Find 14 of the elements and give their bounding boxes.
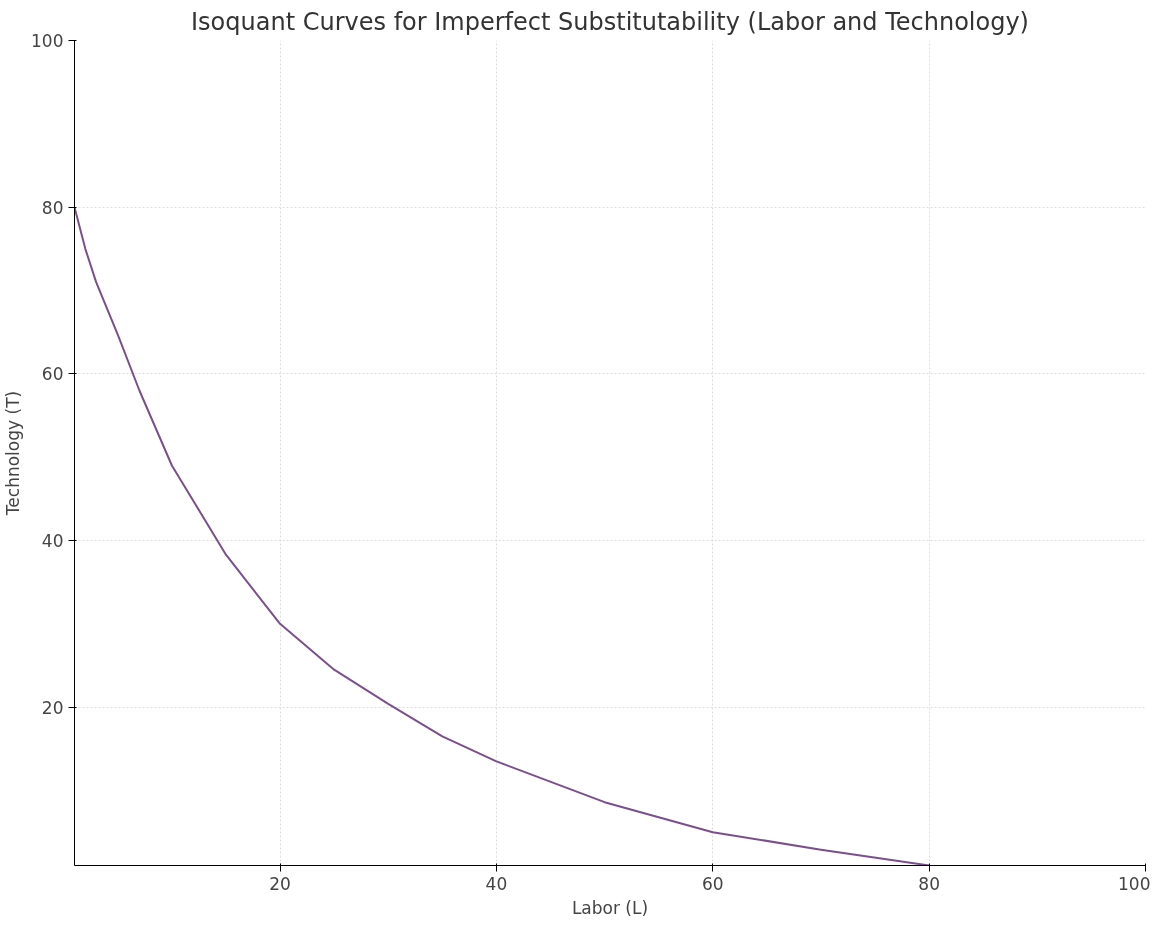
x-axis-title: Labor (L) [571, 897, 649, 918]
x-tick-label: 60 [701, 873, 724, 894]
chart-title: Isoquant Curves for Imperfect Substitutability (Labor and Technology) [191, 7, 1029, 36]
x-tick-label: 20 [269, 873, 291, 894]
y-tick-label: 80 [41, 197, 64, 218]
y-axis-title: Technology (T) [3, 390, 24, 517]
x-tick-label: 80 [918, 873, 940, 894]
x-tick-label: 40 [485, 873, 508, 894]
y-tick-label: 20 [41, 697, 64, 718]
y-tick-label: 100 [31, 31, 64, 51]
y-tick-label: 60 [41, 364, 64, 385]
line-series [74, 206, 931, 866]
x-tick-label: 100 [1118, 873, 1151, 894]
y-tick-label: 40 [41, 531, 64, 551]
